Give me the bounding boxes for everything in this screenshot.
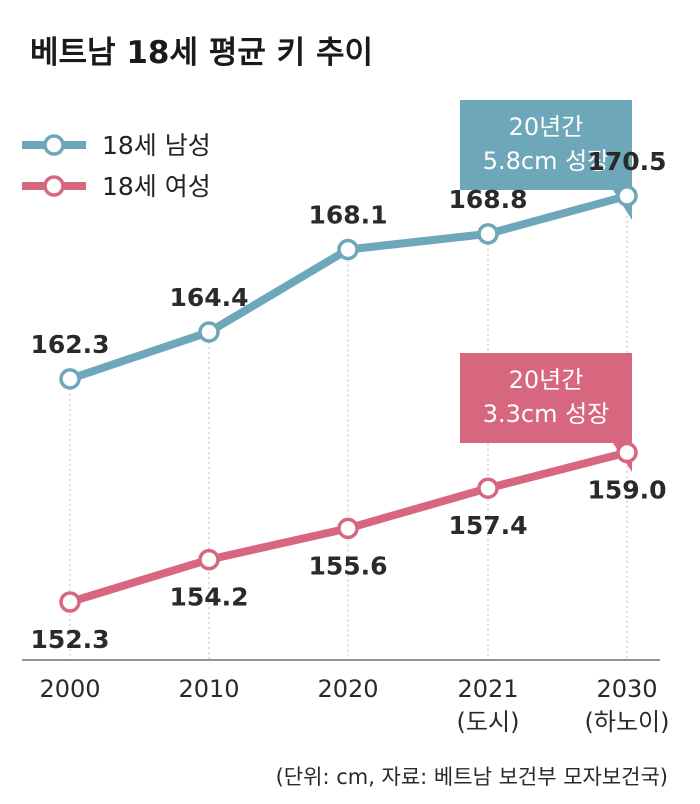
x-tick-sublabel: (하노이): [585, 708, 670, 736]
data-point-female: [337, 517, 359, 540]
source-note: (단위: cm, 자료: 베트남 보건부 모자보건국): [276, 765, 668, 789]
legend-label-female: 18세 여성: [102, 172, 211, 201]
x-axis-ticks: 2000 2010 2020 2021 (도시) 2030 (하노이): [39, 675, 669, 736]
data-label-female: 154.2: [169, 583, 248, 612]
data-point-female: [616, 441, 638, 464]
series-male: 162.3 164.4 168.1 168.8 170.5: [30, 147, 667, 390]
x-tick-label: 2020: [317, 675, 378, 703]
callout-text: 20년간: [509, 366, 584, 394]
data-point-male: [198, 321, 220, 343]
legend-item-female: 18세 여성: [22, 172, 211, 201]
chart-title: 베트남 18세 평균 키 추이: [30, 35, 373, 71]
data-label-female: 159.0: [587, 476, 666, 505]
data-point-female: [59, 591, 81, 613]
callout-box: [460, 353, 632, 443]
data-label-male: 164.4: [169, 283, 248, 312]
x-tick-label: 2010: [178, 675, 239, 703]
callout-text: 20년간: [509, 113, 584, 141]
data-label-male: 168.8: [448, 185, 527, 214]
data-label-male: 170.5: [587, 147, 666, 176]
callout-text: 3.3cm 성장: [483, 400, 610, 428]
callout-male: 20년간 5.8cm 성장: [460, 100, 632, 220]
data-point-female: [477, 477, 499, 499]
callout-text: 5.8cm 성장: [483, 147, 610, 175]
x-tick-label: 2030: [596, 675, 657, 703]
series-female: 152.3 154.2 155.6 157.4 159.0: [30, 441, 667, 654]
legend: 18세 남성 18세 여성: [22, 131, 211, 201]
data-point-male: [616, 185, 638, 207]
callout-box: [460, 100, 632, 190]
data-label-female: 152.3: [30, 625, 109, 654]
data-label-female: 155.6: [308, 551, 387, 580]
x-tick-sublabel: (도시): [457, 708, 520, 736]
x-tick-label: 2000: [39, 675, 100, 703]
data-point-male: [59, 368, 81, 390]
data-point-male: [337, 238, 359, 261]
data-label-female: 157.4: [448, 511, 527, 540]
x-tick-label: 2021: [457, 675, 518, 703]
legend-label-male: 18세 남성: [102, 131, 211, 160]
data-label-male: 168.1: [308, 200, 387, 229]
legend-marker-male: [43, 134, 65, 156]
data-label-male: 162.3: [30, 330, 109, 359]
data-point-male: [477, 223, 499, 245]
legend-marker-female: [43, 175, 65, 197]
gridlines: [69, 195, 628, 660]
series-lines: 162.3 164.4 168.1 168.8 170.5 152.3 154.2 155.6…: [30, 147, 666, 654]
callout-female: 20년간 3.3cm 성장: [460, 353, 632, 472]
callouts: 20년간 5.8cm 성장 20년간 3.3cm 성장: [460, 100, 632, 472]
legend-item-male: 18세 남성: [22, 131, 211, 160]
data-point-female: [198, 548, 220, 571]
